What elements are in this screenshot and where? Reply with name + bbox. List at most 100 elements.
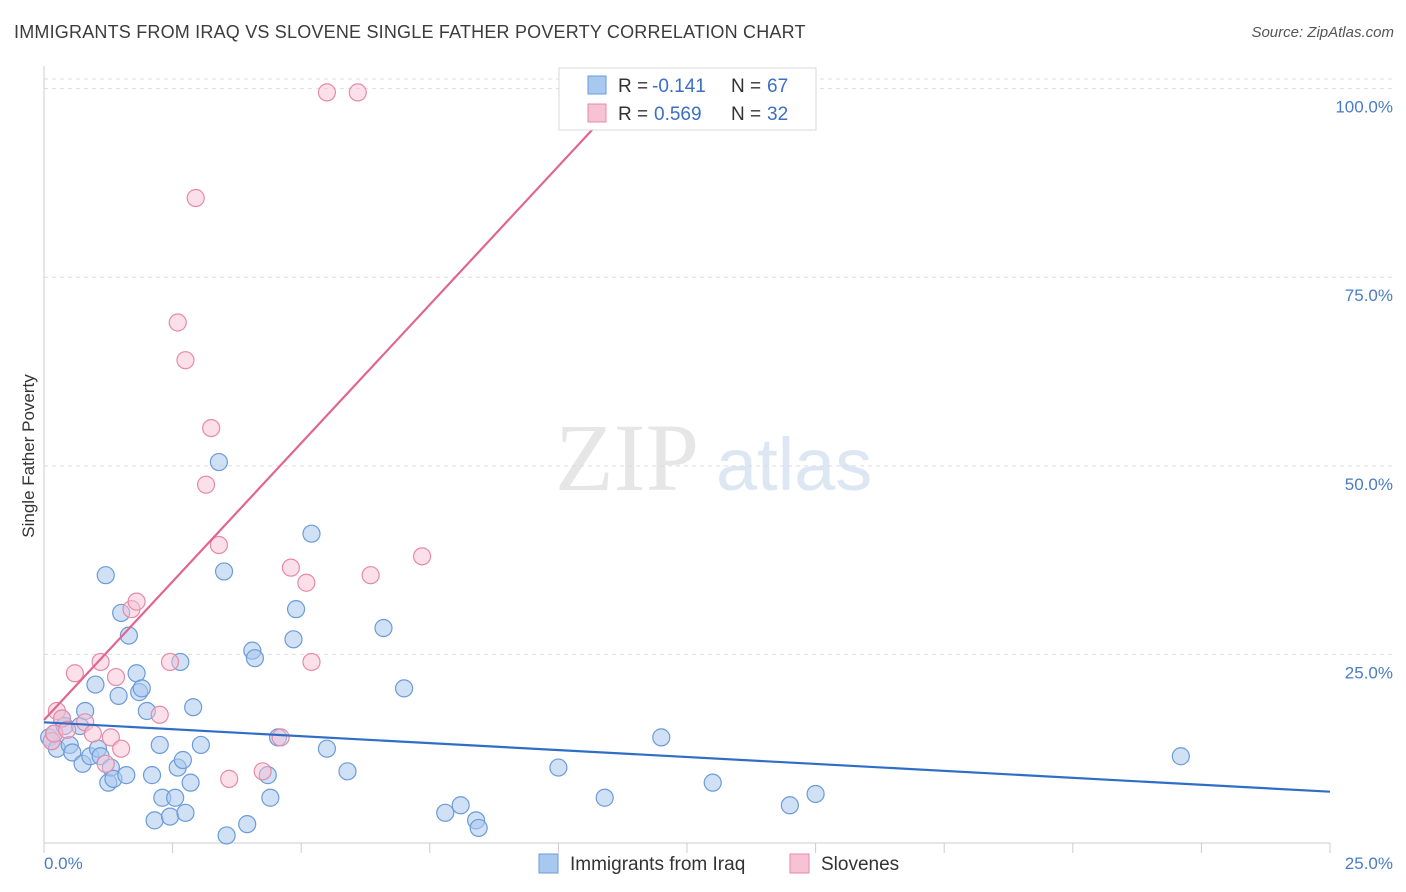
iraq-point-25	[132, 679, 151, 698]
iraq-point-60	[549, 758, 568, 777]
iraq-point-65	[806, 784, 825, 804]
x-tick-label-max: 25.0%	[1345, 854, 1393, 873]
slovene-point-4	[58, 720, 77, 739]
slovene-point-19	[186, 188, 205, 208]
axes	[43, 66, 1331, 853]
legend-swatch-iraq	[587, 75, 607, 95]
chart-title: IMMIGRANTS FROM IRAQ VS SLOVENE SINGLE F…	[14, 22, 806, 42]
slovene-point-32	[412, 547, 432, 566]
legend-n-label-iraq: N =	[731, 76, 766, 97]
iraq-point-54	[374, 618, 393, 638]
iraq-trend-line	[43, 721, 1331, 793]
slovene-point-25	[271, 728, 290, 747]
legend-r-value-slovene: 0.569	[654, 104, 702, 125]
slovene-point-18	[176, 351, 195, 370]
iraq-point-36	[176, 803, 195, 822]
series-legend-label-iraq: Immigrants from Iraq	[570, 854, 745, 875]
series-legend-swatch-slovene	[789, 853, 810, 874]
iraq-point-31	[160, 807, 180, 826]
slovene-point-20	[196, 475, 216, 494]
iraq-point-21	[117, 766, 136, 785]
iraq-point-52	[317, 739, 337, 758]
slovene-point-7	[83, 724, 102, 743]
series-iraq-points	[40, 452, 1190, 845]
iraq-point-49	[284, 630, 303, 649]
iraq-point-39	[191, 735, 210, 755]
iraq-point-40	[209, 452, 228, 472]
legend-n-label-slovene: N =	[731, 104, 766, 125]
iraq-point-64	[780, 796, 799, 815]
x-tick-label-min: 0.0%	[44, 854, 83, 873]
legend-r-label-slovene: R =	[618, 104, 653, 125]
watermark-atlas: atlas	[716, 423, 872, 506]
y-tick-label-3: 100.0%	[1335, 98, 1393, 117]
iraq-point-55	[394, 679, 414, 698]
iraq-point-56	[436, 803, 455, 822]
iraq-point-47	[261, 788, 280, 807]
slovene-point-28	[302, 652, 321, 672]
y-axis-label: Single Father Poverty	[19, 374, 38, 538]
legend-r-label-iraq: R =	[618, 76, 653, 97]
slovene-point-10	[101, 728, 120, 747]
grid-lines	[44, 78, 1393, 655]
slovene-point-16	[160, 652, 180, 672]
series-legend-swatch-iraq	[538, 853, 559, 874]
iraq-point-62	[652, 728, 671, 747]
slovene-trend-line	[43, 87, 632, 721]
slovene-point-29	[317, 83, 337, 102]
iraq-point-53	[338, 762, 357, 781]
slovene-point-26	[281, 558, 301, 577]
slovene-point-30	[348, 83, 367, 102]
slovene-point-12	[112, 739, 131, 758]
iraq-point-43	[238, 815, 257, 834]
slovene-point-21	[202, 418, 221, 438]
slovene-point-24	[253, 762, 272, 781]
legend-n-value-slovene: 32	[767, 104, 788, 125]
slovene-point-9	[96, 754, 115, 773]
slovene-point-22	[209, 535, 228, 555]
iraq-point-35	[173, 750, 192, 770]
iraq-point-41	[214, 562, 234, 581]
iraq-point-28	[145, 811, 164, 830]
iraq-point-20	[109, 686, 128, 705]
slovene-point-8	[91, 652, 110, 672]
source-label: Source: ZipAtlas.com	[1251, 24, 1394, 41]
y-tick-label-1: 50.0%	[1345, 475, 1393, 494]
iraq-point-37	[181, 773, 200, 792]
y-tick-label-2: 75.0%	[1345, 286, 1393, 305]
iraq-point-12	[86, 675, 105, 694]
iraq-point-42	[217, 826, 236, 845]
y-tick-label-0: 25.0%	[1345, 663, 1393, 682]
iraq-point-66	[1171, 747, 1190, 766]
slovene-point-14	[127, 592, 146, 611]
y-tick-labels: 25.0% 50.0% 75.0% 100.0%	[1335, 98, 1393, 683]
iraq-point-61	[595, 788, 614, 807]
series-slovene-points	[42, 83, 432, 788]
iraq-point-15	[96, 566, 115, 585]
iraq-point-32	[166, 788, 185, 807]
iraq-point-7	[63, 743, 82, 762]
iraq-point-51	[302, 524, 321, 543]
iraq-point-59	[469, 818, 488, 838]
slovene-point-23	[220, 769, 239, 788]
slovene-point-31	[361, 566, 380, 585]
iraq-point-57	[451, 796, 470, 815]
iraq-point-45	[245, 649, 265, 668]
series-legend-label-slovene: Slovenes	[821, 854, 899, 875]
legend-r-value-iraq: -0.141	[652, 76, 706, 97]
iraq-point-23	[127, 664, 146, 683]
iraq-point-29	[150, 735, 169, 755]
iraq-point-50	[286, 600, 306, 619]
legend-swatch-slovene	[587, 103, 607, 123]
slovene-point-11	[106, 667, 126, 687]
slovene-point-27	[297, 573, 316, 592]
iraq-point-38	[184, 698, 203, 717]
trend-lines	[43, 87, 1331, 793]
slovene-point-15	[150, 705, 169, 724]
correlation-legend: R = -0.141 N = 67 R = 0.569 N = 32	[558, 67, 817, 131]
iraq-point-63	[703, 773, 722, 792]
slovene-point-5	[65, 664, 84, 683]
watermark-zip: ZIP	[555, 404, 699, 511]
slovene-point-17	[168, 313, 187, 332]
